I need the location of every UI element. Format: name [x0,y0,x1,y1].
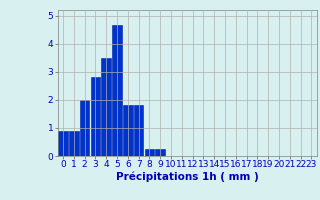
X-axis label: Précipitations 1h ( mm ): Précipitations 1h ( mm ) [116,172,259,182]
Bar [145,149,154,156]
Bar [112,25,122,156]
Bar [69,131,79,156]
Bar [123,105,133,156]
Bar [91,77,100,156]
Bar [155,149,165,156]
Bar [134,105,143,156]
Bar [101,58,111,156]
Bar [80,100,90,156]
Bar [58,131,68,156]
